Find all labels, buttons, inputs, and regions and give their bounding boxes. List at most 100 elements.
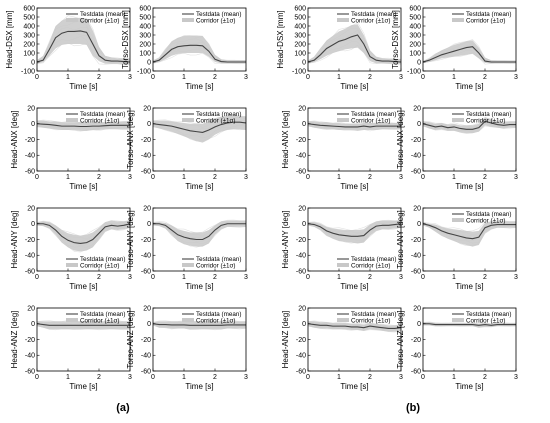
y-tick-label: -60	[25, 268, 35, 275]
legend-corridor-swatch	[452, 118, 464, 122]
y-tick-label: -20	[25, 137, 35, 144]
mean-line	[423, 223, 516, 240]
corridor-band	[153, 35, 246, 64]
x-tick-label: 0	[421, 374, 425, 381]
y-tick-label: -100	[21, 68, 35, 75]
x-axis-label: Time [s]	[185, 182, 213, 191]
legend-mean-label: Testdata (mean)	[466, 211, 512, 218]
y-axis-label: Torso-ANZ [deg]	[126, 310, 135, 368]
y-axis-label: Torso-DSX [mm]	[121, 10, 130, 69]
x-tick-label: 3	[128, 374, 132, 381]
y-tick-label: -60	[141, 368, 151, 375]
plot-area	[423, 39, 516, 65]
x-tick-label: 1	[452, 174, 456, 181]
y-tick-label: -60	[411, 368, 421, 375]
x-tick-label: 0	[151, 174, 155, 181]
x-axis-label: Time [s]	[69, 82, 97, 91]
legend-mean-label: Testdata (mean)	[196, 256, 242, 263]
x-axis-label: Time [s]	[69, 382, 97, 391]
y-tick-label: -20	[141, 137, 151, 144]
plot-area	[308, 320, 401, 333]
y-tick-label: -40	[296, 153, 306, 160]
y-tick-label: -100	[407, 68, 421, 75]
y-tick-label: 0	[302, 221, 306, 228]
mean-line	[308, 123, 401, 128]
y-axis-label: Head-ANZ [deg]	[10, 311, 19, 369]
mean-line	[153, 44, 246, 63]
y-tick-label: 0	[147, 59, 151, 66]
x-tick-label: 2	[213, 174, 217, 181]
y-tick-label: -40	[141, 353, 151, 360]
x-tick-label: 2	[97, 174, 101, 181]
y-axis-label: Torso-DSX [mm]	[391, 10, 400, 69]
x-tick-label: 3	[514, 274, 518, 281]
y-tick-label: 0	[31, 59, 35, 66]
y-tick-label: 200	[409, 41, 421, 48]
x-axis-label: Time [s]	[455, 382, 483, 391]
y-tick-label: -60	[25, 168, 35, 175]
y-tick-label: -20	[296, 237, 306, 244]
x-tick-label: 1	[337, 174, 341, 181]
legend-mean-label: Testdata (mean)	[80, 311, 126, 318]
legend-mean-label: Testdata (mean)	[466, 311, 512, 318]
y-tick-label: 20	[413, 205, 421, 212]
x-axis-label: Time [s]	[69, 282, 97, 291]
y-tick-label: 0	[302, 321, 306, 328]
test-trace	[308, 219, 401, 231]
x-tick-label: 1	[182, 274, 186, 281]
corridor-band	[37, 220, 130, 252]
corridor-band	[37, 17, 130, 65]
legend-corridor-label: Corridor (±1σ)	[351, 262, 391, 269]
y-tick-label: -100	[292, 68, 306, 75]
y-tick-label: -40	[25, 353, 35, 360]
mean-line	[423, 323, 516, 326]
plot-area	[153, 320, 246, 331]
legend-mean-label: Testdata (mean)	[80, 11, 126, 18]
x-tick-label: 2	[368, 174, 372, 181]
legend-corridor-label: Corridor (±1σ)	[351, 117, 391, 124]
legend-corridor-swatch	[182, 263, 194, 267]
x-tick-label: 2	[483, 274, 487, 281]
x-tick-label: 0	[306, 174, 310, 181]
y-tick-label: -100	[137, 68, 151, 75]
y-tick-label: 400	[294, 23, 306, 30]
y-tick-label: 400	[409, 23, 421, 30]
y-axis-label: Head-ANX [deg]	[10, 110, 19, 168]
legend-mean-label: Testdata (mean)	[351, 311, 397, 318]
legend-mean-label: Testdata (mean)	[196, 111, 242, 118]
x-tick-label: 3	[399, 174, 403, 181]
legend-corridor-label: Corridor (±1σ)	[466, 117, 506, 124]
legend-corridor-swatch	[337, 263, 349, 267]
x-axis-label: Time [s]	[69, 182, 97, 191]
y-tick-label: 0	[302, 59, 306, 66]
y-tick-label: -60	[296, 268, 306, 275]
x-tick-label: 3	[514, 74, 518, 81]
y-tick-label: -40	[25, 153, 35, 160]
x-tick-label: 3	[514, 174, 518, 181]
y-tick-label: 300	[409, 32, 421, 39]
x-axis-label: Time [s]	[340, 382, 368, 391]
y-tick-label: 0	[31, 121, 35, 128]
x-tick-label: 3	[399, 374, 403, 381]
y-tick-label: 300	[139, 32, 151, 39]
legend-mean-label: Testdata (mean)	[351, 256, 397, 263]
x-axis-label: Time [s]	[455, 182, 483, 191]
y-axis-label: Torso-ANX [deg]	[396, 110, 405, 169]
legend-corridor-swatch	[182, 18, 194, 22]
x-tick-label: 2	[213, 74, 217, 81]
plot-area	[37, 119, 130, 132]
y-tick-label: 20	[298, 105, 306, 112]
y-tick-label: -60	[411, 168, 421, 175]
y-tick-label: 20	[143, 305, 151, 312]
legend-corridor-swatch	[66, 18, 78, 22]
axes-frame	[307, 7, 402, 72]
x-tick-label: 0	[421, 274, 425, 281]
y-tick-label: 0	[417, 59, 421, 66]
mean-line	[153, 121, 246, 133]
plot-area	[308, 120, 401, 132]
y-tick-label: 0	[147, 321, 151, 328]
x-tick-label: 0	[35, 374, 39, 381]
legend-mean-label: Testdata (mean)	[351, 11, 397, 18]
legend-mean-label: Testdata (mean)	[351, 111, 397, 118]
